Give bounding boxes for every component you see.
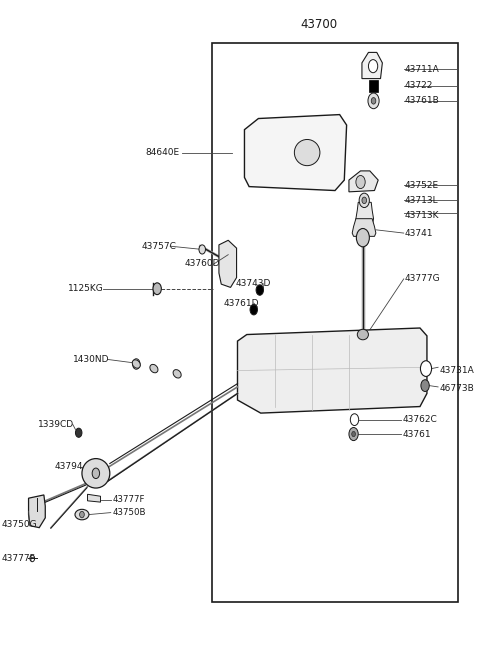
Text: 43794: 43794	[55, 462, 84, 471]
Text: 43741: 43741	[405, 228, 433, 237]
Circle shape	[421, 380, 429, 392]
Text: 43711A: 43711A	[405, 65, 439, 74]
Text: 43777F: 43777F	[1, 554, 36, 563]
Ellipse shape	[294, 140, 320, 166]
Circle shape	[199, 245, 205, 254]
Circle shape	[356, 228, 370, 247]
Text: 43700: 43700	[300, 18, 337, 31]
Circle shape	[362, 197, 367, 203]
Text: 43761D: 43761D	[224, 298, 259, 308]
Circle shape	[371, 98, 376, 104]
Circle shape	[369, 60, 378, 73]
Circle shape	[256, 285, 264, 295]
Text: 43713L: 43713L	[405, 196, 438, 205]
Circle shape	[250, 304, 257, 315]
Circle shape	[368, 93, 379, 109]
Circle shape	[420, 361, 432, 377]
Circle shape	[349, 428, 358, 441]
Polygon shape	[356, 202, 373, 226]
Text: 43750G: 43750G	[1, 520, 37, 529]
Text: 43761B: 43761B	[405, 96, 439, 106]
Text: 1125KG: 1125KG	[68, 284, 104, 293]
Text: 43761: 43761	[402, 430, 431, 439]
Polygon shape	[349, 171, 378, 192]
Circle shape	[356, 175, 365, 188]
Bar	[212, 43, 458, 602]
Polygon shape	[238, 328, 427, 413]
Circle shape	[352, 432, 355, 437]
Text: 43777G: 43777G	[405, 274, 440, 283]
Text: 1430ND: 1430ND	[72, 355, 109, 364]
Ellipse shape	[173, 369, 181, 378]
Circle shape	[75, 428, 82, 438]
Ellipse shape	[132, 359, 140, 368]
Text: 43760D: 43760D	[184, 259, 220, 268]
Ellipse shape	[357, 329, 369, 340]
Text: 43777F: 43777F	[112, 495, 144, 504]
Text: 46773B: 46773B	[440, 384, 474, 393]
Circle shape	[153, 283, 161, 295]
Circle shape	[132, 359, 140, 369]
Text: 43762C: 43762C	[402, 415, 437, 424]
Polygon shape	[87, 494, 100, 502]
Circle shape	[350, 414, 359, 426]
Text: 43752E: 43752E	[405, 181, 439, 190]
Circle shape	[359, 193, 370, 207]
Text: 43722: 43722	[405, 81, 433, 91]
Ellipse shape	[75, 509, 89, 520]
Ellipse shape	[150, 364, 158, 373]
Text: 84640E: 84640E	[145, 148, 180, 157]
Polygon shape	[362, 52, 383, 79]
Circle shape	[80, 511, 84, 518]
Text: 43750B: 43750B	[112, 508, 145, 517]
Circle shape	[92, 468, 99, 479]
Polygon shape	[244, 115, 347, 190]
Ellipse shape	[82, 459, 110, 488]
Text: 43757C: 43757C	[142, 241, 176, 251]
Text: 43731A: 43731A	[440, 366, 474, 375]
Text: 1339CD: 1339CD	[38, 420, 74, 429]
Polygon shape	[219, 240, 237, 287]
Bar	[369, 80, 378, 92]
Polygon shape	[28, 495, 45, 527]
Text: 43743D: 43743D	[235, 279, 271, 288]
Polygon shape	[352, 218, 376, 236]
Text: 43713K: 43713K	[405, 211, 439, 220]
